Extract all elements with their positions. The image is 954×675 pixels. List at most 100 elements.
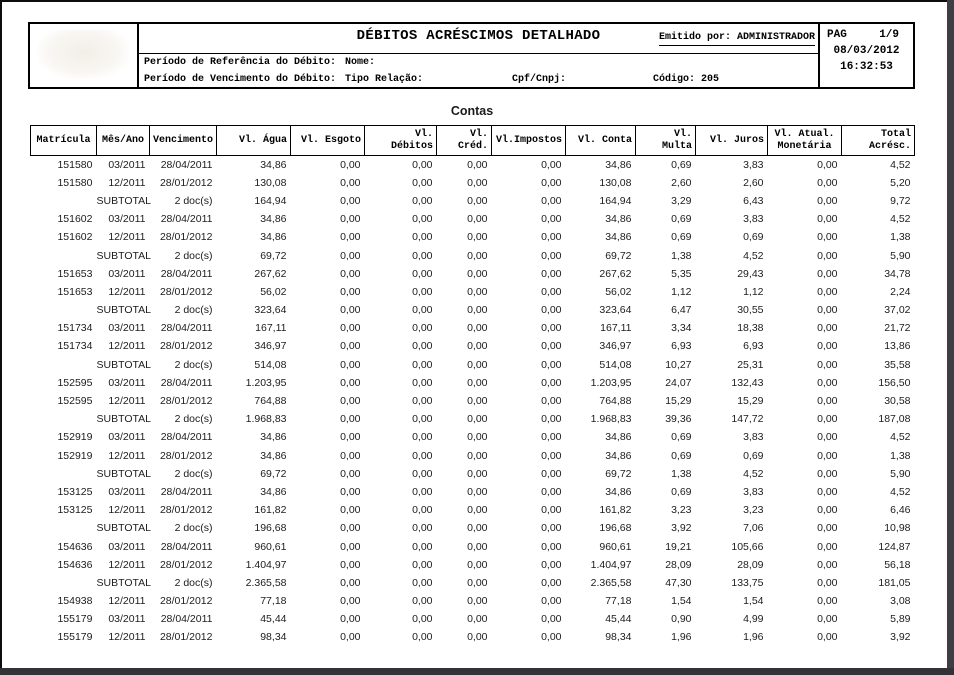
page-number-line: PAG 1/9: [820, 27, 913, 43]
table-cell: 0,00: [541, 504, 562, 517]
col-header-mes-ano: Mês/Ano: [96, 125, 150, 156]
table-cell: 151734: [57, 340, 93, 353]
table-row: 153125 12/2011 28/01/2012 161,82 0,00 0,00 0,0…: [31, 501, 915, 519]
table-cell: 0,00: [817, 231, 838, 244]
table-cell: 1,54: [743, 595, 764, 608]
table-row: 154636 12/2011 28/01/2012 1.404,97 0,00 0,00 0…: [31, 556, 915, 574]
table-cell: 0,00: [817, 485, 838, 498]
table-cell: 0,00: [817, 304, 838, 317]
table-cell: 69,72: [605, 467, 632, 480]
table-cell: 0,00: [340, 285, 361, 298]
table-cell: 12/2011: [108, 631, 146, 644]
table-cell: 0,00: [817, 558, 838, 571]
col-header-vl-impostos: Vl.Impostos: [491, 125, 566, 156]
table-cell: 0,00: [467, 413, 488, 426]
table-cell: 1,38: [890, 231, 911, 244]
table-cell: 0,00: [817, 449, 838, 462]
table-cell: 7,06: [743, 522, 764, 535]
table-cell: 2.365,58: [590, 576, 632, 589]
table-cell: 1,38: [671, 467, 692, 480]
table-cell: 03/2011: [108, 613, 146, 626]
table-cell: 0,00: [412, 595, 433, 608]
table-cell: 0,00: [817, 431, 838, 444]
table-cell: 0,00: [340, 322, 361, 335]
table-row: 153125 03/2011 28/04/2011 34,86 0,00 0,00 0,00…: [31, 483, 915, 501]
table-cell: 151653: [57, 267, 93, 280]
table-cell: [31, 356, 97, 374]
table-cell: 0,00: [412, 576, 433, 589]
table-cell: 77,18: [605, 595, 632, 608]
report-header: DÉBITOS ACRÉSCIMOS DETALHADO Emitido por…: [28, 22, 915, 89]
table-cell: 03/2011: [108, 431, 146, 444]
table-cell: 56,02: [260, 285, 287, 298]
table-cell: 323,64: [599, 304, 632, 317]
table-cell: 6,46: [890, 504, 911, 517]
venc-period-label: Período de Vencimento do Débito:: [144, 74, 337, 85]
table-cell: 0,00: [817, 176, 838, 189]
table-cell: 28/04/2011: [160, 540, 213, 553]
col-header-vl-atual-monetaria: Vl. Atual. Monetária: [767, 125, 842, 156]
table-cell: 0,00: [340, 413, 361, 426]
table-row: 152595 12/2011 28/01/2012 764,88 0,00 0,00 0,0…: [31, 392, 915, 410]
table-cell: 3,23: [671, 504, 692, 517]
table-cell: 24,07: [665, 376, 692, 389]
table-cell: [31, 246, 97, 264]
table-cell: 35,58: [884, 358, 911, 371]
table-cell: 0,00: [412, 467, 433, 480]
table-cell: 152919: [57, 449, 93, 462]
table-cell: 154938: [57, 595, 93, 608]
table-cell: 34,78: [884, 267, 911, 280]
col-header-vl-esgoto: Vl. Esgoto: [290, 125, 365, 156]
table-cell: 34,86: [260, 431, 287, 444]
table-cell: 0,00: [817, 504, 838, 517]
table-cell: 34,86: [605, 158, 632, 171]
table-cell: 154636: [57, 540, 93, 553]
table-cell: 28/01/2012: [159, 176, 213, 189]
table-cell: 0,00: [541, 540, 562, 553]
table-cell: 0,00: [541, 213, 562, 226]
col-header-vl-debitos: Vl. Débitos: [364, 125, 437, 156]
table-cell: 0,69: [671, 431, 692, 444]
table-cell: 12/2011: [108, 558, 146, 571]
table-cell: 21,72: [884, 322, 911, 335]
table-cell: 3,92: [671, 522, 692, 535]
col-header-vl-agua: Vl. Água: [216, 125, 291, 156]
table-cell: 0,00: [412, 395, 433, 408]
table-cell: 0,00: [467, 595, 488, 608]
window-border-right: [947, 0, 954, 675]
table-cell: 5,90: [890, 249, 911, 262]
table-cell: 98,34: [605, 631, 632, 644]
table-cell: 0,00: [817, 631, 838, 644]
report-title: DÉBITOS ACRÉSCIMOS DETALHADO: [356, 28, 601, 44]
table-row: 152919 03/2011 28/04/2011 34,86 0,00 0,00 0,00…: [31, 428, 915, 446]
table-cell: 151653: [57, 285, 93, 298]
table-cell: 2.365,58: [245, 576, 287, 589]
table-cell: 0,00: [541, 249, 562, 262]
table-cell: 1,12: [671, 285, 692, 298]
table-cell: 28/01/2012: [159, 595, 213, 608]
table-cell: 0,00: [412, 285, 433, 298]
table-cell: 155179: [57, 631, 93, 644]
table-cell: 28/04/2011: [160, 613, 213, 626]
table-cell: 0,00: [340, 395, 361, 408]
table-cell: 167,11: [255, 322, 287, 335]
table-cell: 47,30: [665, 576, 692, 589]
table-cell: 0,00: [817, 158, 838, 171]
table-cell: 132,43: [731, 376, 764, 389]
table-cell: 6,93: [671, 340, 692, 353]
section-title: Contas: [450, 104, 494, 118]
table-cell: 161,82: [599, 504, 632, 517]
table-cell: 0,00: [412, 540, 433, 553]
table-cell: 28/01/2012: [159, 395, 213, 408]
codigo-value: 205: [701, 74, 720, 85]
table-cell: 34,86: [260, 485, 287, 498]
table-cell: 69,72: [260, 249, 287, 262]
table-cell: 153125: [57, 485, 93, 498]
table-cell: 164,94: [254, 194, 287, 207]
table-cell: 19,21: [665, 540, 692, 553]
table-cell: 34,86: [605, 213, 632, 226]
table-cell: 1.404,97: [590, 558, 632, 571]
table-cell: 2,60: [671, 176, 692, 189]
table-cell: 0,00: [541, 376, 562, 389]
table-cell: 0,00: [412, 267, 433, 280]
